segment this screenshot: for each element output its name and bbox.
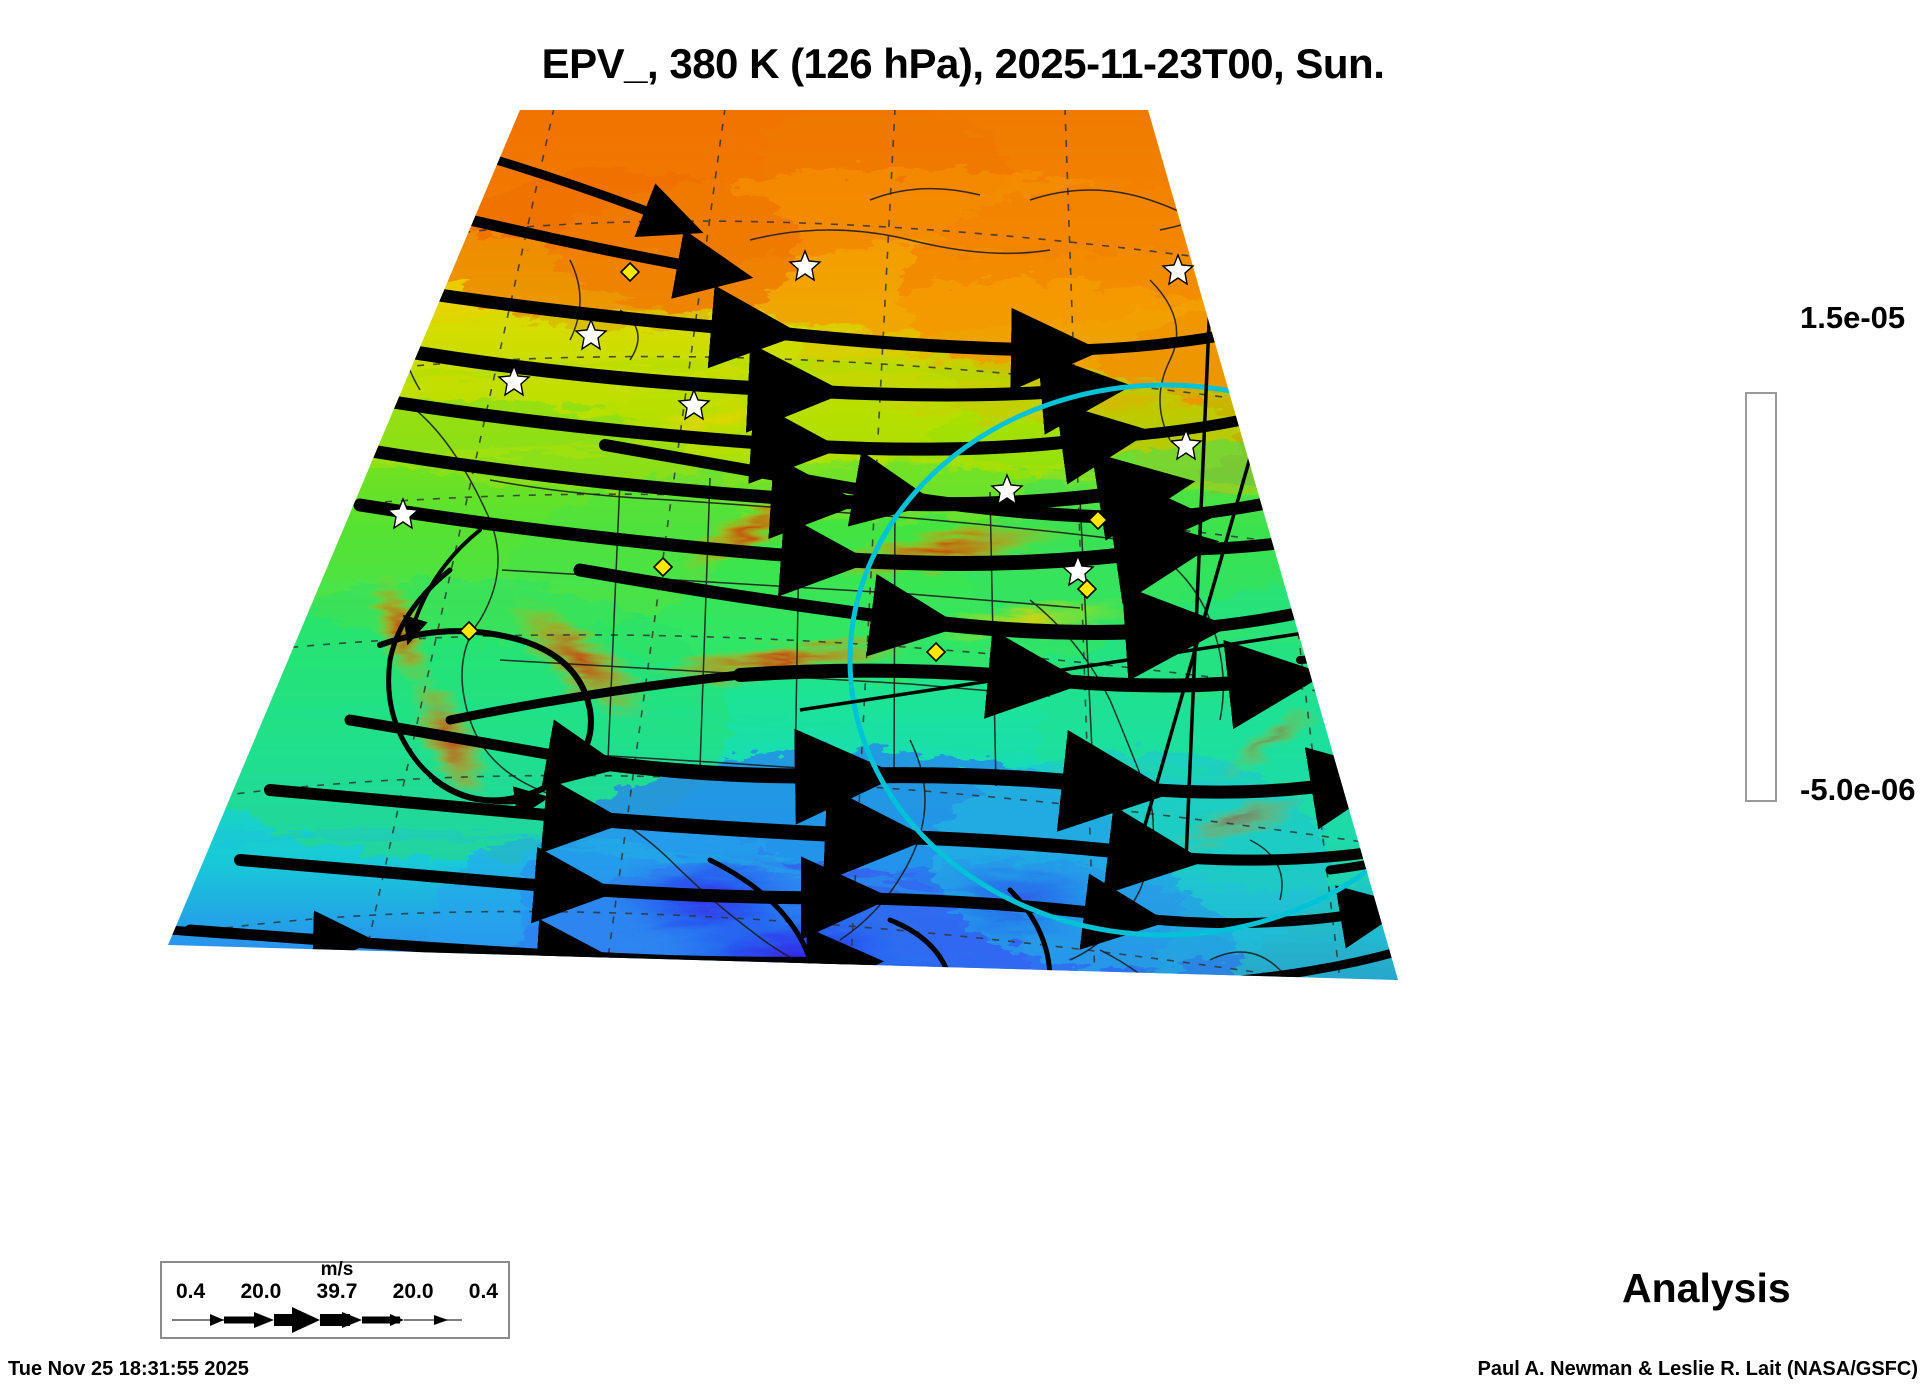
wind-unit-label: m/s <box>320 1259 354 1280</box>
wind-scale-legend: m/s 0.4 20.0 39.7 20.0 0.4 <box>160 1259 512 1339</box>
analysis-label: Analysis <box>1622 1265 1791 1311</box>
generation-timestamp: Tue Nov 25 18:31:55 2025 <box>8 1358 249 1380</box>
map-canvas[interactable] <box>150 100 1570 1030</box>
eclipse-circle-icon <box>847 382 1398 938</box>
author-credit: Paul A. Newman & Leslie R. Lait (NASA/GS… <box>1477 1358 1918 1380</box>
page-title: EPV_, 380 K (126 hPa), 2025-11-23T00, Su… <box>541 40 1385 87</box>
colorbar-min-label: -5.0e-06 <box>1800 772 1916 807</box>
wind-tick-1: 20.0 <box>240 1280 282 1303</box>
white-star-markers <box>386 249 1203 587</box>
map-panel[interactable] <box>150 100 1570 1030</box>
station-markers <box>386 249 1203 663</box>
wind-arrow-scale-icon <box>172 1307 462 1333</box>
wind-tick-labels: 0.4 20.0 39.7 20.0 0.4 <box>162 1280 512 1304</box>
wind-tick-3: 20.0 <box>392 1280 434 1303</box>
wind-tick-4: 0.4 <box>468 1280 498 1303</box>
epv-field <box>168 110 1398 980</box>
colorbar-max-label: 1.5e-05 <box>1800 300 1906 335</box>
yellow-diamond-markers <box>458 261 1109 663</box>
wind-tick-0: 0.4 <box>176 1280 206 1303</box>
colorbar <box>1745 392 1777 802</box>
wind-tick-2: 39.7 <box>316 1280 358 1303</box>
